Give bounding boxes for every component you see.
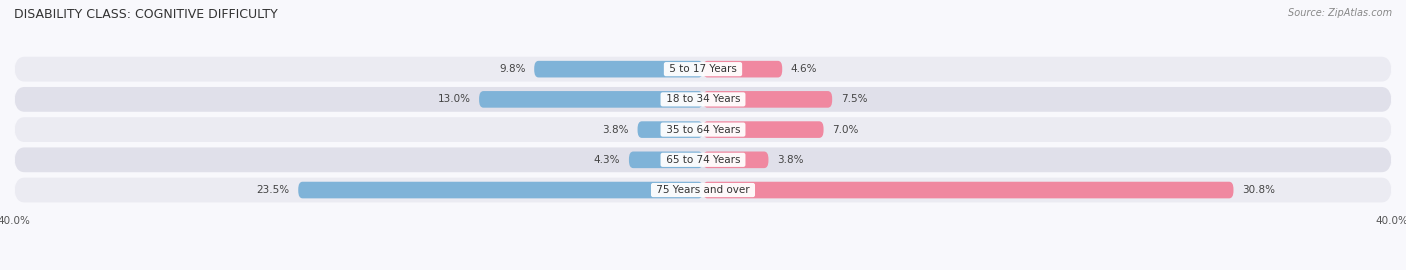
FancyBboxPatch shape <box>479 91 703 108</box>
FancyBboxPatch shape <box>637 121 703 138</box>
Text: 30.8%: 30.8% <box>1241 185 1275 195</box>
Text: 75 Years and over: 75 Years and over <box>652 185 754 195</box>
FancyBboxPatch shape <box>628 151 703 168</box>
Text: 5 to 17 Years: 5 to 17 Years <box>666 64 740 74</box>
Text: 7.5%: 7.5% <box>841 94 868 104</box>
FancyBboxPatch shape <box>703 151 769 168</box>
FancyBboxPatch shape <box>14 87 1392 112</box>
Text: 9.8%: 9.8% <box>499 64 526 74</box>
Text: 18 to 34 Years: 18 to 34 Years <box>662 94 744 104</box>
Text: 13.0%: 13.0% <box>437 94 471 104</box>
Text: 7.0%: 7.0% <box>832 124 859 135</box>
Text: 65 to 74 Years: 65 to 74 Years <box>662 155 744 165</box>
FancyBboxPatch shape <box>14 57 1392 82</box>
FancyBboxPatch shape <box>14 117 1392 142</box>
Text: 35 to 64 Years: 35 to 64 Years <box>662 124 744 135</box>
Text: 4.3%: 4.3% <box>593 155 620 165</box>
Text: 3.8%: 3.8% <box>602 124 628 135</box>
FancyBboxPatch shape <box>534 61 703 77</box>
Text: 23.5%: 23.5% <box>256 185 290 195</box>
FancyBboxPatch shape <box>14 147 1392 172</box>
Text: 3.8%: 3.8% <box>778 155 804 165</box>
FancyBboxPatch shape <box>298 182 703 198</box>
Text: 4.6%: 4.6% <box>790 64 817 74</box>
Text: DISABILITY CLASS: COGNITIVE DIFFICULTY: DISABILITY CLASS: COGNITIVE DIFFICULTY <box>14 8 278 21</box>
Text: Source: ZipAtlas.com: Source: ZipAtlas.com <box>1288 8 1392 18</box>
FancyBboxPatch shape <box>703 91 832 108</box>
FancyBboxPatch shape <box>703 121 824 138</box>
FancyBboxPatch shape <box>703 182 1233 198</box>
FancyBboxPatch shape <box>703 61 782 77</box>
FancyBboxPatch shape <box>14 178 1392 202</box>
